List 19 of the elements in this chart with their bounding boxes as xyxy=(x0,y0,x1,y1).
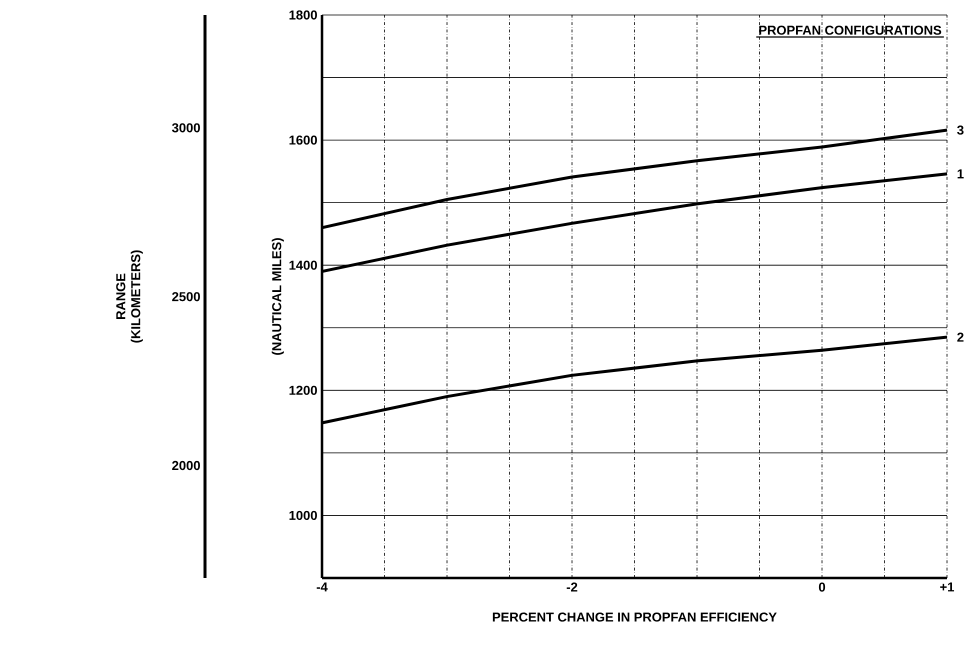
series-label: 1 xyxy=(958,169,964,178)
series-label: 3 xyxy=(957,125,964,135)
x-tick-label: -4 xyxy=(316,582,328,592)
x-tick-label: 0 xyxy=(818,582,826,592)
y-tick-label: 1800 xyxy=(289,10,317,20)
annotation: PROPFAN CONFIGURATIONS xyxy=(759,26,942,35)
y-tick-label: 1000 xyxy=(289,510,317,520)
y2-tick-label: 2000 xyxy=(172,460,200,470)
y2-tick-label: 2500 xyxy=(172,292,200,302)
y-tick-label: 1200 xyxy=(289,386,317,395)
y-axis-title: (NAUTICAL MILES) xyxy=(272,238,284,355)
y2-axis-title: RANGE (KILOMETERS) xyxy=(116,250,143,343)
y2-tick-label: 3000 xyxy=(172,123,200,132)
series-label: 2 xyxy=(957,332,964,342)
x-tick-label: +1 xyxy=(940,582,954,592)
y-tick-label: 1600 xyxy=(289,136,317,145)
x-tick-label: -2 xyxy=(566,582,578,592)
x-axis-title: PERCENT CHANGE IN PROPFAN EFFICIENCY xyxy=(492,612,777,622)
y-tick-label: 1400 xyxy=(289,260,317,270)
